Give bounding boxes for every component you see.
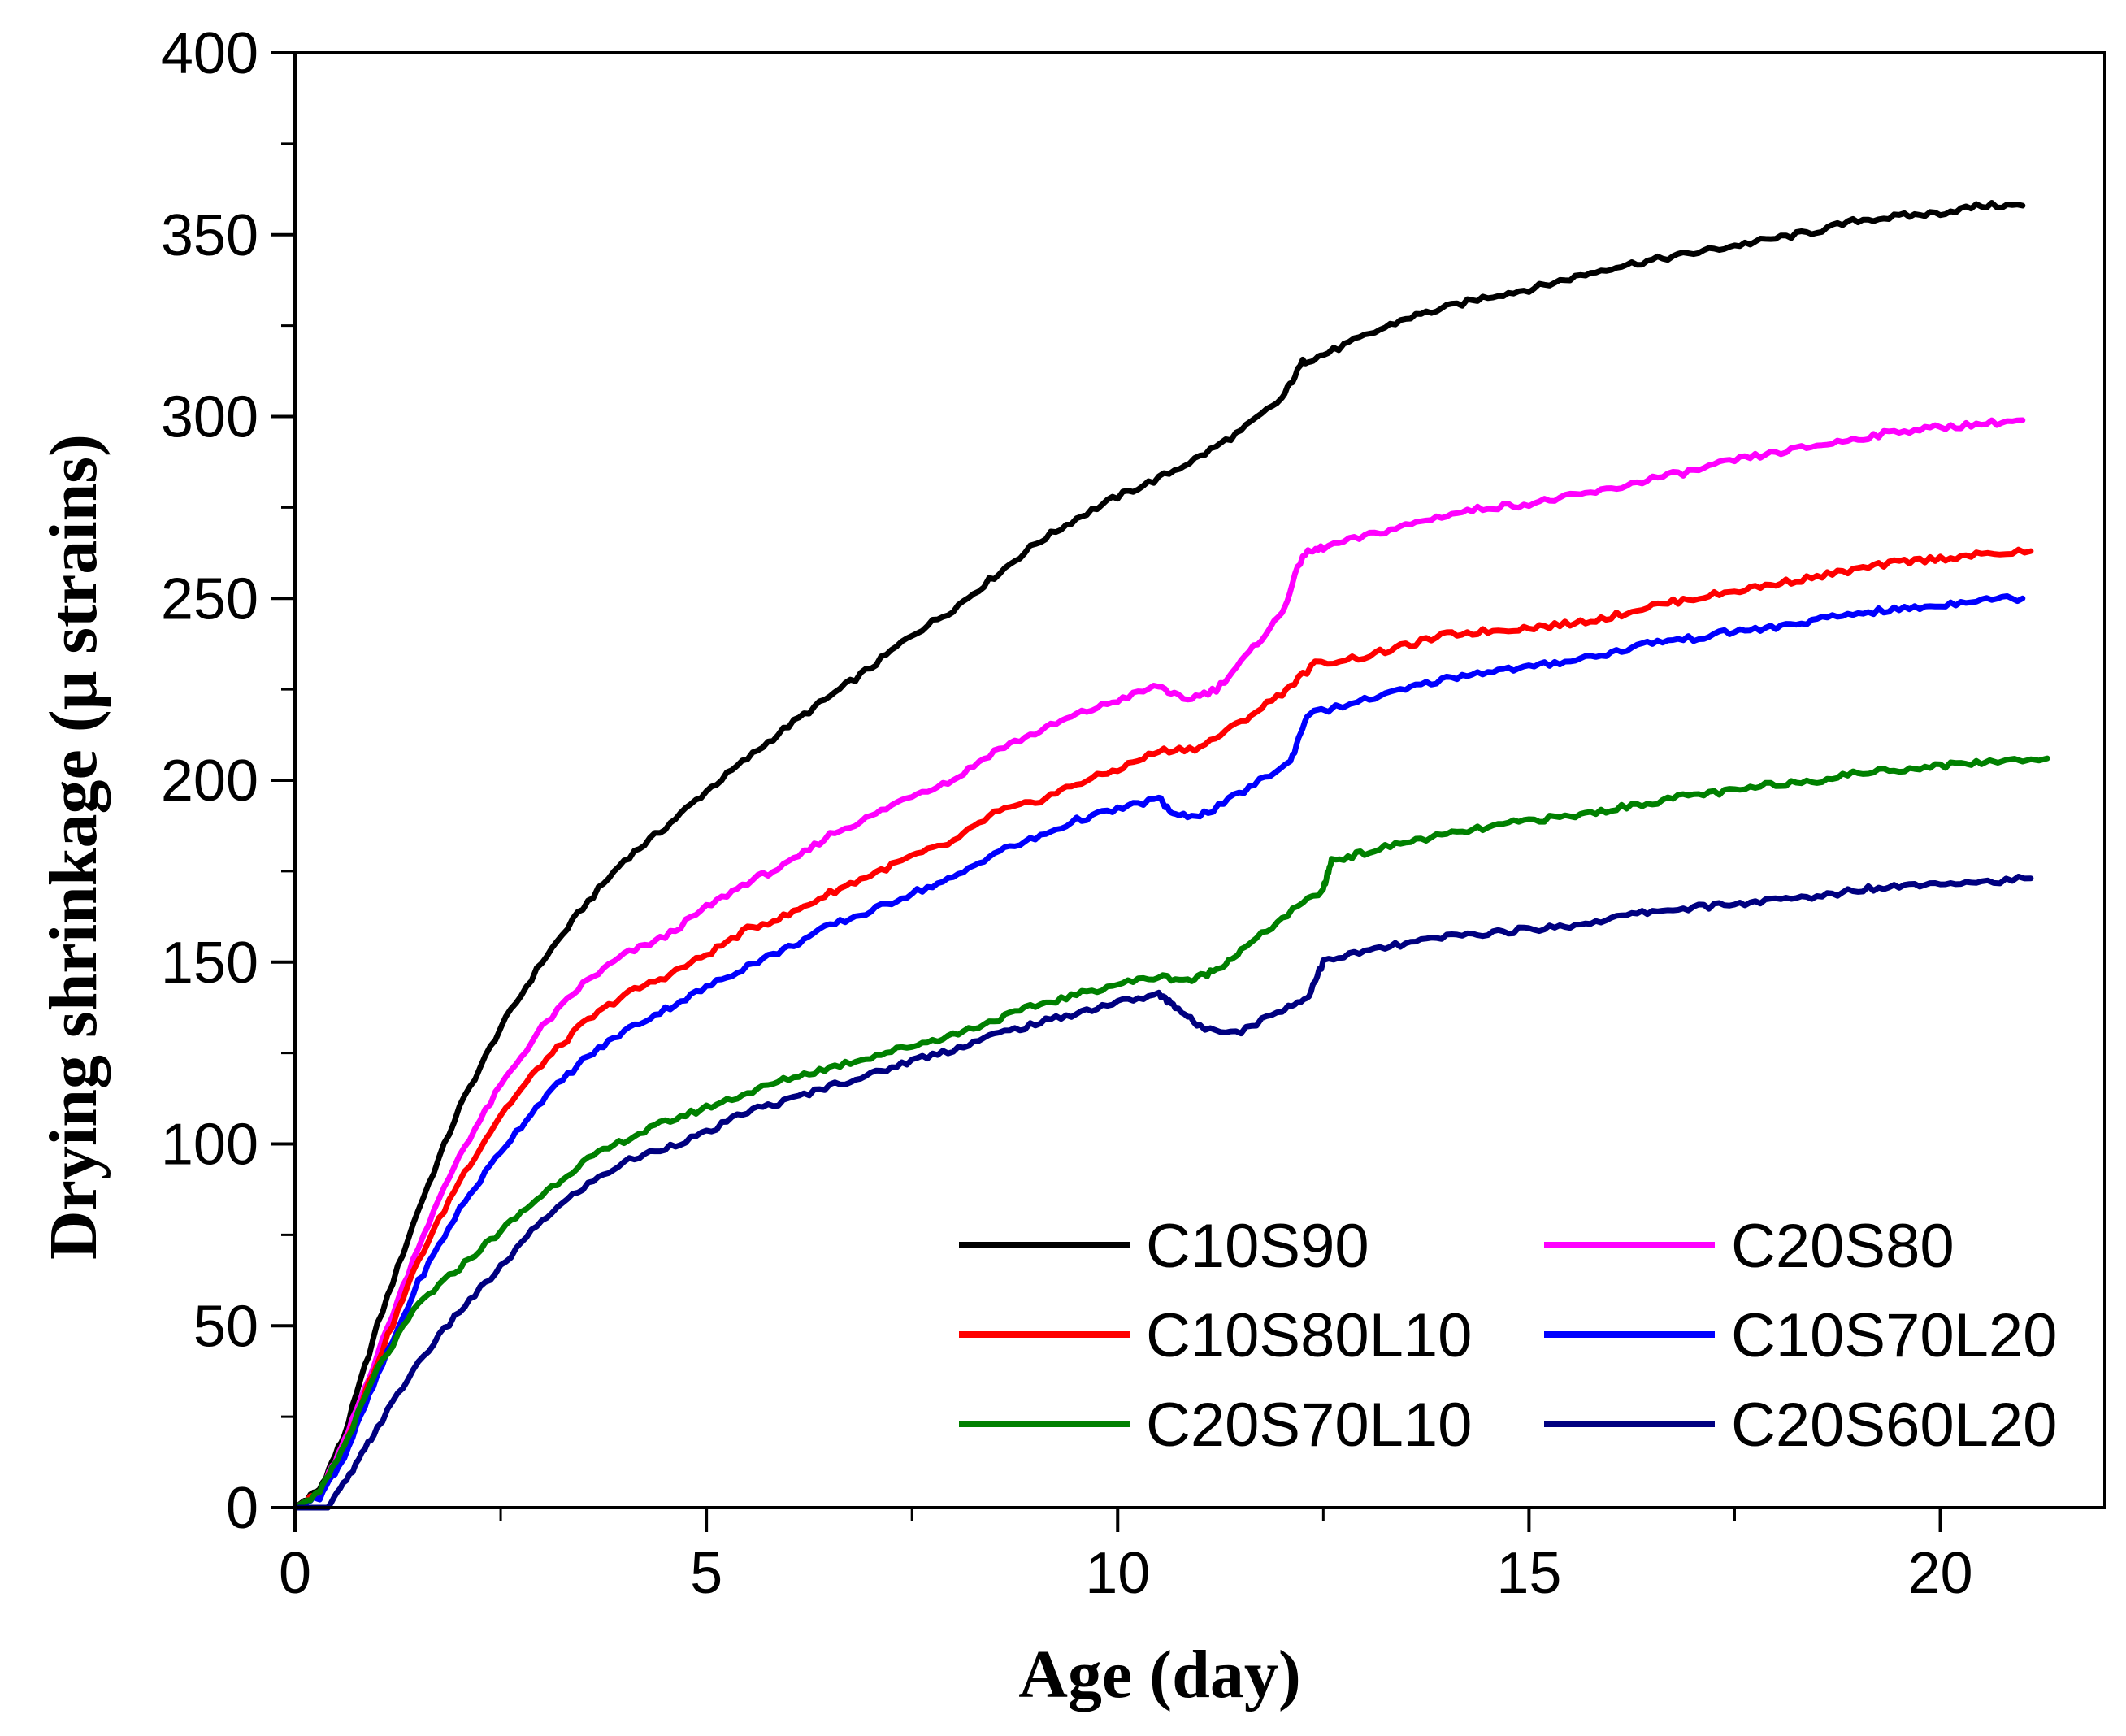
y-axis-title: Drying shrinkage (μ strains)	[36, 434, 111, 1260]
series-line-c20s60l20	[292, 874, 2034, 1511]
legend-label-c20s80: C20S80	[1731, 1212, 1955, 1281]
y-tick-label: 0	[226, 1476, 258, 1541]
x-tick-label: 15	[1496, 1541, 1561, 1606]
y-tick-label: 150	[161, 931, 258, 996]
legend-label-c10s90: C10S90	[1146, 1212, 1369, 1281]
y-tick-label: 100	[161, 1113, 258, 1178]
y-tick-label: 50	[193, 1294, 258, 1359]
y-tick-label: 350	[161, 203, 258, 268]
series-layer	[292, 200, 2050, 1511]
y-tick-label: 400	[161, 21, 258, 86]
x-axis-title: Age (day)	[1018, 1637, 1301, 1712]
x-tick-label: 10	[1085, 1541, 1150, 1606]
legend-label-c10s70l20: C10S70L20	[1731, 1301, 2057, 1370]
axes-layer: 0 50 100 150 200 250 300 350 400 0 5 10 15 20	[161, 21, 2106, 1606]
y-tick-label: 300	[161, 385, 258, 450]
legend-label-c20s60l20: C20S60L20	[1731, 1391, 2057, 1460]
series-line-c20s70l10	[292, 755, 2050, 1511]
legend-label-c10s80l10: C10S80L10	[1146, 1301, 1472, 1370]
x-tick-label: 0	[279, 1541, 311, 1606]
series-line-c20s80	[292, 417, 2026, 1511]
x-tick-label: 5	[690, 1541, 722, 1606]
legend-label-c20s70l10: C20S70L10	[1146, 1391, 1472, 1460]
series-line-c10s80l10	[292, 546, 2034, 1511]
y-tick-label: 250	[161, 566, 258, 631]
y-tick-label: 200	[161, 749, 258, 814]
legend: C10S90 C20S80 C10S80L10 C10S70L20 C20S70L10 C…	[959, 1212, 2057, 1460]
series-line-c10s70l20	[292, 593, 2026, 1511]
x-tick-label: 20	[1907, 1541, 1972, 1606]
series-line-c10s90	[292, 200, 2026, 1511]
